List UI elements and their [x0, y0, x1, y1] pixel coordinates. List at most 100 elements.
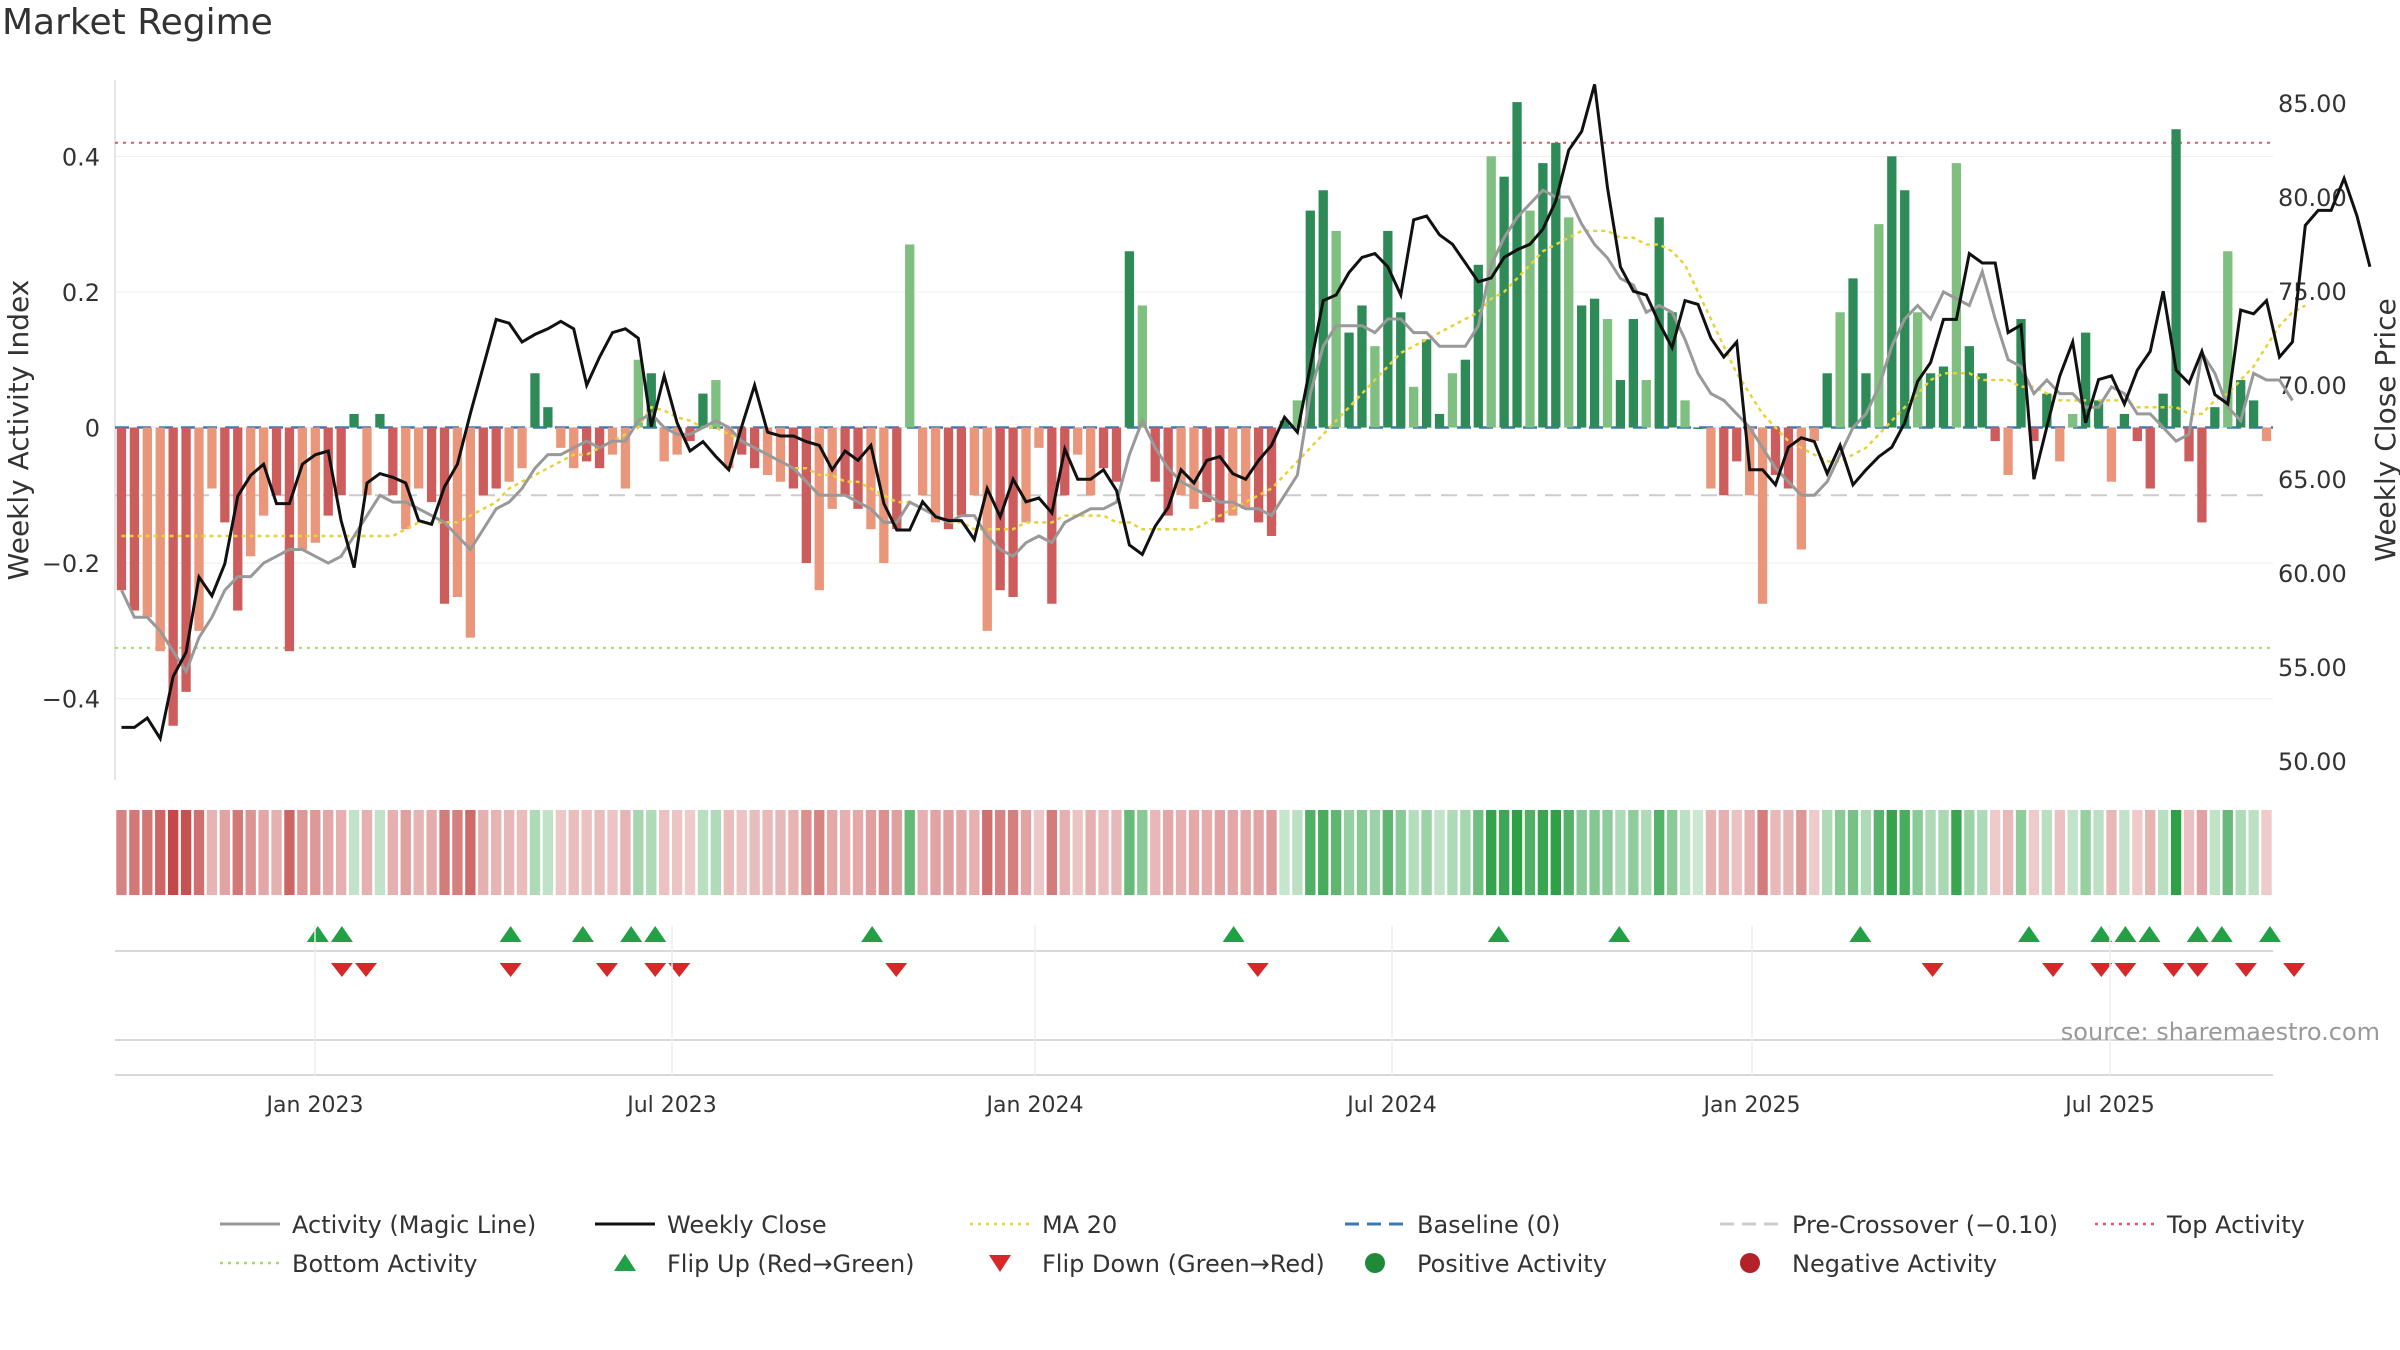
- legend-item: MA 20: [970, 1211, 1117, 1239]
- regime-cell: [736, 810, 747, 895]
- x-tick-label: Jan 2025: [1702, 1093, 1801, 1118]
- activity-bar: [375, 413, 385, 428]
- regime-cell: [1990, 810, 2001, 895]
- regime-cell: [335, 810, 347, 895]
- regime-cell: [1822, 810, 1833, 895]
- activity-bar: [452, 427, 463, 597]
- reference-lines: [115, 141, 2273, 649]
- left-tick-label: 0.4: [62, 143, 100, 171]
- regime-cell: [1266, 810, 1277, 895]
- activity-bar: [1938, 366, 1949, 428]
- activity-bar: [465, 427, 476, 638]
- activity-bar: [2210, 407, 2220, 428]
- regime-cell: [1705, 810, 1717, 895]
- flip-down-marker: [644, 963, 667, 977]
- regime-cell: [982, 810, 993, 895]
- regime-cell: [1486, 810, 1497, 895]
- regime-cell: [1951, 810, 1962, 895]
- activity-bar: [620, 427, 631, 489]
- weekly-close-line: [121, 84, 2372, 743]
- regime-cell: [568, 810, 579, 895]
- activity-bar: [181, 427, 191, 692]
- regime-cell: [1330, 810, 1342, 895]
- x-tick-label: Jul 2025: [2063, 1093, 2155, 1118]
- activity-bar: [1861, 373, 1871, 428]
- flip-up-marker: [861, 926, 884, 942]
- regime-cell: [1046, 810, 1058, 895]
- activity-bar: [2236, 380, 2246, 428]
- regime-cell: [452, 810, 463, 895]
- flip-down-marker: [2114, 963, 2137, 977]
- activity-bar: [362, 427, 372, 496]
- regime-cell: [529, 810, 541, 895]
- flip-up-marker: [499, 926, 522, 942]
- regime-cell: [1679, 810, 1691, 895]
- regime-cell: [1641, 810, 1652, 895]
- flip-down-marker: [2162, 963, 2185, 977]
- regime-cell: [1447, 810, 1458, 895]
- activity-bar: [1615, 380, 1626, 428]
- regime-cell: [1124, 810, 1135, 895]
- regime-cell: [1279, 810, 1290, 895]
- activity-bar: [297, 427, 308, 550]
- activity-bar: [1137, 305, 1147, 428]
- activity-bar: [2016, 319, 2026, 428]
- activity-bar: [1073, 427, 1083, 455]
- regime-cell: [865, 810, 877, 895]
- activity-bar: [866, 427, 876, 530]
- activity-bar: [491, 427, 501, 489]
- regime-cell: [788, 810, 799, 895]
- activity-bar: [1589, 298, 1600, 428]
- activity-bar: [1163, 427, 1173, 516]
- regime-cell: [1343, 810, 1355, 895]
- activity-bar: [1124, 251, 1135, 428]
- activity-bar: [1189, 427, 1199, 509]
- activity-bar: [2055, 427, 2065, 462]
- activity-bar: [1486, 156, 1496, 428]
- activity-bar: [1770, 427, 1781, 475]
- legend-swatch: [1365, 1253, 1385, 1273]
- legend-item: Top Activity: [2095, 1211, 2305, 1239]
- legend-item: Flip Down (Green→Red): [989, 1250, 1325, 1278]
- regime-cell: [1020, 810, 1032, 895]
- activity-bar: [762, 427, 773, 475]
- activity-bar: [1176, 427, 1186, 496]
- activity-bar: [1551, 142, 1561, 428]
- activity-bar: [271, 427, 282, 496]
- flip-up-marker: [2186, 926, 2209, 942]
- activity-bar: [556, 427, 566, 448]
- activity-bar: [2184, 427, 2194, 462]
- legend-label: MA 20: [1042, 1211, 1117, 1239]
- regime-cell: [193, 810, 205, 895]
- regime-cell: [684, 810, 696, 895]
- regime-cell: [1072, 810, 1083, 895]
- flip-down-marker: [2090, 963, 2113, 977]
- regime-cell: [775, 810, 786, 895]
- regime-cell: [1757, 810, 1768, 895]
- regime-cell: [2054, 810, 2065, 895]
- flip-down-marker: [668, 963, 691, 977]
- right-tick-label: 75.00: [2278, 278, 2347, 306]
- activity-bar: [1344, 332, 1354, 428]
- activity-bar: [879, 427, 889, 564]
- axes: Weekly Activity Index Weekly Close Price…: [2, 280, 2400, 1118]
- regime-cell: [1847, 810, 1859, 895]
- right-tick-label: 55.00: [2278, 654, 2347, 682]
- regime-cell: [219, 810, 231, 895]
- flip-down-marker: [499, 963, 522, 977]
- activity-bar: [517, 427, 527, 469]
- activity-bar: [1215, 427, 1225, 523]
- activity-bar: [1202, 427, 1212, 503]
- activity-bar: [2158, 393, 2168, 428]
- activity-bar: [2080, 332, 2091, 428]
- legend: Activity (Magic Line) Weekly Close MA 20 Ba…: [220, 1211, 2305, 1278]
- activity-bar: [2068, 413, 2078, 428]
- flip-down-marker: [2186, 963, 2209, 977]
- regime-cell: [2106, 810, 2117, 895]
- regime-cell: [1770, 810, 1781, 895]
- right-tick-label: 65.00: [2278, 466, 2347, 494]
- flip-up-marker: [2017, 926, 2040, 942]
- activity-bar: [1499, 176, 1509, 428]
- activity-bar: [1409, 386, 1419, 428]
- activity-bar: [775, 427, 786, 482]
